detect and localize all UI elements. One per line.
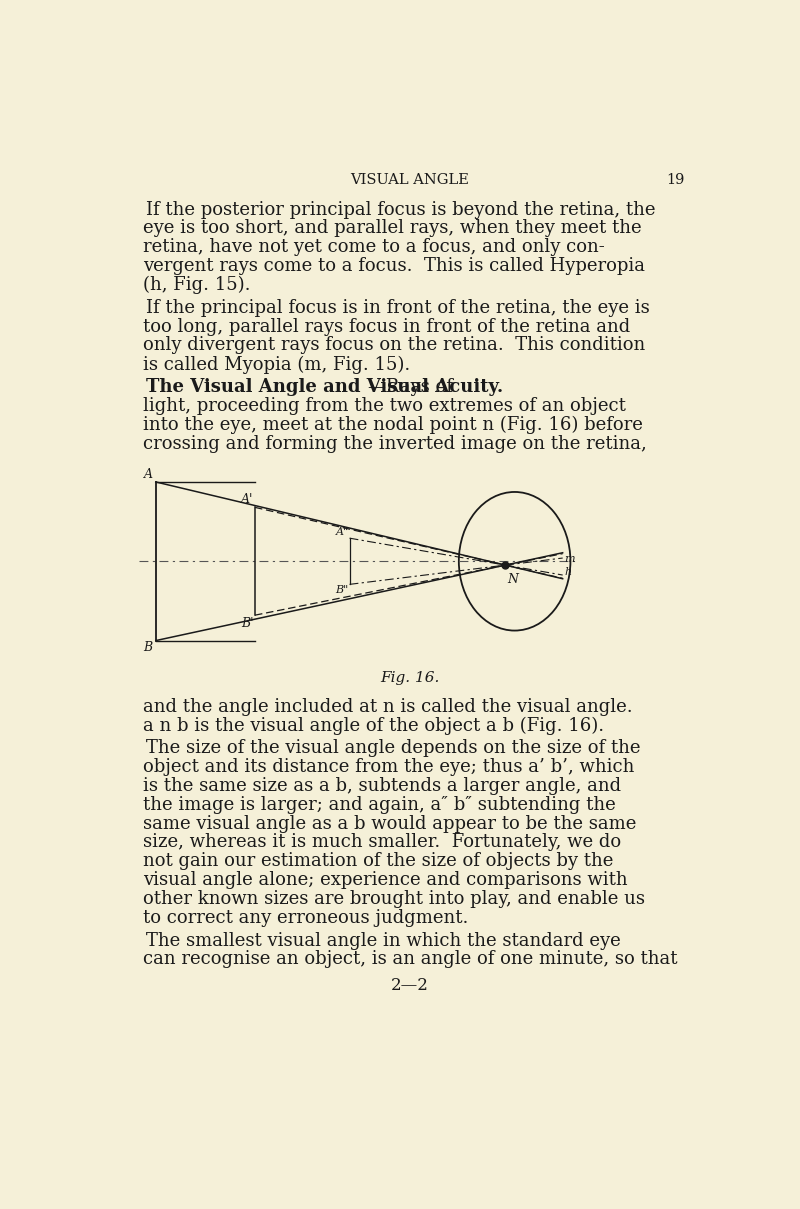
Text: 2—2: 2—2: [391, 977, 429, 994]
Text: Fig. 16.: Fig. 16.: [380, 671, 440, 686]
Text: object and its distance from the eye; thus a’ b’, which: object and its distance from the eye; th…: [142, 758, 634, 776]
Text: and the angle included at n is called the visual angle.: and the angle included at n is called th…: [142, 698, 632, 716]
Text: A: A: [144, 468, 153, 481]
Text: crossing and forming the inverted image on the retina,: crossing and forming the inverted image …: [142, 434, 646, 452]
Text: The smallest visual angle in which the standard eye: The smallest visual angle in which the s…: [146, 932, 622, 949]
Text: 19: 19: [666, 173, 685, 187]
Text: too long, parallel rays focus in front of the retina and: too long, parallel rays focus in front o…: [142, 318, 630, 336]
Text: A": A": [336, 527, 349, 537]
Text: can recognise an object, is an angle of one minute, so that: can recognise an object, is an angle of …: [142, 950, 677, 968]
Text: VISUAL ANGLE: VISUAL ANGLE: [350, 173, 470, 187]
Text: into the eye, meet at the nodal point n (Fig. 16) before: into the eye, meet at the nodal point n …: [142, 416, 642, 434]
Text: N: N: [508, 573, 518, 586]
Text: The Visual Angle and Visual Acuity.: The Visual Angle and Visual Acuity.: [146, 378, 504, 397]
Text: B": B": [335, 585, 349, 595]
Text: eye is too short, and parallel rays, when they meet the: eye is too short, and parallel rays, whe…: [142, 219, 642, 237]
Text: other known sizes are brought into play, and enable us: other known sizes are brought into play,…: [142, 890, 645, 908]
Text: is the same size as a b, subtends a larger angle, and: is the same size as a b, subtends a larg…: [142, 777, 621, 794]
Text: (h, Fig. 15).: (h, Fig. 15).: [142, 276, 250, 294]
Text: A': A': [241, 493, 254, 505]
Text: —Rays of: —Rays of: [367, 378, 453, 397]
Text: m: m: [564, 554, 574, 565]
Text: vergent rays come to a focus.  This is called Hyperopia: vergent rays come to a focus. This is ca…: [142, 258, 645, 276]
Text: If the posterior principal focus is beyond the retina, the: If the posterior principal focus is beyo…: [146, 201, 656, 219]
Text: light, proceeding from the two extremes of an object: light, proceeding from the two extremes …: [142, 397, 626, 415]
Text: B': B': [241, 617, 254, 630]
Text: to correct any erroneous judgment.: to correct any erroneous judgment.: [142, 909, 468, 927]
Text: visual angle alone; experience and comparisons with: visual angle alone; experience and compa…: [142, 872, 627, 889]
Text: size, whereas it is much smaller.  Fortunately, we do: size, whereas it is much smaller. Fortun…: [142, 833, 621, 851]
Text: only divergent rays focus on the retina.  This condition: only divergent rays focus on the retina.…: [142, 336, 645, 354]
Text: The size of the visual angle depends on the size of the: The size of the visual angle depends on …: [146, 739, 641, 757]
Text: a n b is the visual angle of the object a b (Fig. 16).: a n b is the visual angle of the object …: [142, 717, 604, 735]
Text: not gain our estimation of the size of objects by the: not gain our estimation of the size of o…: [142, 852, 613, 870]
Text: retina, have not yet come to a focus, and only con-: retina, have not yet come to a focus, an…: [142, 238, 604, 256]
Text: If the principal focus is in front of the retina, the eye is: If the principal focus is in front of th…: [146, 299, 650, 317]
Text: B: B: [143, 641, 153, 654]
Text: is called Myopia (m, Fig. 15).: is called Myopia (m, Fig. 15).: [142, 355, 410, 374]
Text: the image is larger; and again, a″ b″ subtending the: the image is larger; and again, a″ b″ su…: [142, 796, 615, 814]
Text: h: h: [564, 567, 571, 577]
Text: same visual angle as a b would appear to be the same: same visual angle as a b would appear to…: [142, 815, 636, 833]
